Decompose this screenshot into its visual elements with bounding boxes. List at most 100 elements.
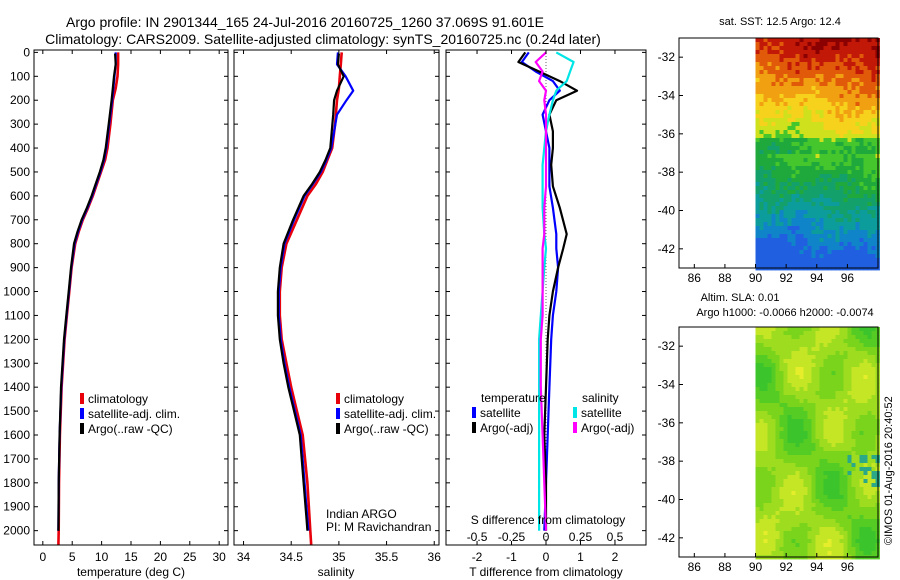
map-cell	[827, 54, 832, 59]
map-cell	[803, 339, 808, 344]
map-cell	[795, 479, 800, 484]
map-cell	[775, 106, 780, 111]
map-cell	[779, 82, 784, 87]
map-cell	[791, 531, 796, 536]
map-cell	[843, 355, 848, 360]
map-cell	[855, 262, 860, 267]
map-cell	[763, 343, 768, 348]
map-cell	[823, 551, 828, 556]
map-cell	[855, 230, 860, 235]
map-cell	[827, 262, 832, 267]
map-cell	[771, 499, 776, 504]
map-cell	[811, 258, 816, 263]
map-cell	[867, 359, 872, 364]
map-cell	[855, 186, 860, 191]
map-cell	[763, 415, 768, 420]
y-tick-label: 2000	[3, 524, 30, 538]
map-cell	[823, 174, 828, 179]
map-cell	[779, 130, 784, 135]
map-cell	[823, 359, 828, 364]
map-cell	[755, 74, 760, 79]
map-cell	[823, 166, 828, 171]
map-cell	[851, 435, 856, 440]
map-cell	[831, 110, 836, 115]
map-cell	[771, 198, 776, 203]
map-cell	[795, 531, 800, 536]
map-cell	[851, 178, 856, 183]
map-cell	[839, 66, 844, 71]
map-cell	[787, 170, 792, 175]
map-cell	[827, 162, 832, 167]
map-cell	[807, 431, 812, 436]
map-cell	[815, 519, 820, 524]
map-cell	[755, 206, 760, 211]
map-cell	[811, 230, 816, 235]
map-cell	[775, 523, 780, 528]
map-cell	[851, 335, 856, 340]
map-cell	[843, 74, 848, 79]
map-cell	[843, 443, 848, 448]
map-cell	[811, 218, 816, 223]
map-cell	[835, 238, 840, 243]
map-cell	[819, 435, 824, 440]
map-cell	[823, 158, 828, 163]
map-cell	[799, 210, 804, 215]
map-cell	[763, 206, 768, 211]
map-cell	[851, 503, 856, 508]
map-cell	[803, 539, 808, 544]
map-cell	[867, 543, 872, 548]
map-cell	[859, 547, 864, 552]
map-cell	[859, 451, 864, 456]
map-cell	[815, 511, 820, 516]
map-cell	[807, 543, 812, 548]
map-cell	[767, 467, 772, 472]
map-cell	[759, 499, 764, 504]
map-cell	[831, 347, 836, 352]
map-cell	[831, 82, 836, 87]
legend-header-temperature: temperature	[481, 391, 546, 405]
map-cell	[871, 335, 876, 340]
map-cell	[807, 523, 812, 528]
map-cell	[831, 495, 836, 500]
map-cell	[815, 459, 820, 464]
map-cell	[867, 435, 872, 440]
map-cell	[775, 66, 780, 71]
map-cell	[767, 78, 772, 83]
map-cell	[799, 487, 804, 492]
map-cell	[823, 439, 828, 444]
map-cell	[847, 262, 852, 267]
map-cell	[767, 194, 772, 199]
map-cell	[799, 158, 804, 163]
map-cell	[863, 347, 868, 352]
map-cell	[851, 523, 856, 528]
legend-label: climatology	[344, 392, 404, 406]
map-cell	[807, 483, 812, 488]
map-cell	[787, 439, 792, 444]
map-cell	[787, 463, 792, 468]
map-cell	[871, 170, 876, 175]
map-cell	[851, 158, 856, 163]
map-cell	[835, 62, 840, 67]
map-cell	[783, 82, 788, 87]
map-cell	[871, 106, 876, 111]
map-cell	[835, 234, 840, 239]
map-cell	[815, 399, 820, 404]
map-cell	[863, 190, 868, 195]
map-cell	[811, 126, 816, 131]
map-cell	[843, 451, 848, 456]
map-cell	[839, 250, 844, 255]
map-cell	[799, 234, 804, 239]
map-cell	[807, 198, 812, 203]
map-cell	[795, 54, 800, 59]
map-cell	[855, 371, 860, 376]
map-cell	[819, 50, 824, 55]
map-cell	[831, 190, 836, 195]
map-cell	[755, 543, 760, 548]
map-cell	[771, 547, 776, 552]
map-cell	[811, 523, 816, 528]
map-cell	[763, 359, 768, 364]
map-cell	[819, 523, 824, 528]
map-cell	[819, 86, 824, 91]
map-cell	[855, 98, 860, 103]
map-cell	[811, 54, 816, 59]
